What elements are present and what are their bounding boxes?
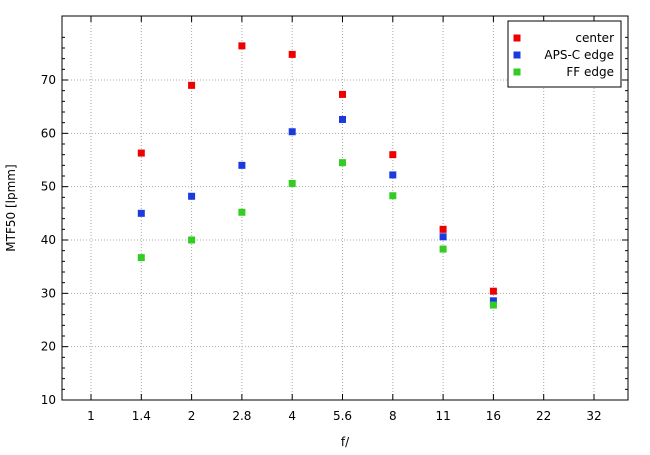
data-point [238, 161, 246, 169]
data-point [188, 236, 196, 244]
data-point [188, 81, 196, 89]
legend-label: FF edge [566, 65, 614, 79]
axis-ticks [62, 15, 628, 401]
x-tick-label: 5.6 [333, 409, 352, 423]
legend-marker [513, 51, 521, 59]
legend-box [507, 20, 622, 88]
data-point [489, 287, 497, 295]
series-ff-edge [137, 159, 497, 309]
legend-label: APS-C edge [544, 48, 614, 62]
tick-labels: 1 1.4 2 2.8 4 5.6 8 11 16 22 32 10 20 30 40 50 60 70 [41, 73, 602, 423]
data-points [137, 42, 497, 309]
x-tick-label: 16 [486, 409, 501, 423]
y-tick-label: 50 [41, 180, 56, 194]
data-point [339, 90, 346, 98]
legend: center APS-C edge FF edge [507, 20, 622, 88]
data-point [238, 208, 246, 216]
y-tick-label: 70 [41, 73, 56, 87]
data-point [137, 209, 145, 217]
x-tick-label: 32 [586, 409, 601, 423]
legend-label: center [575, 31, 614, 45]
legend-marker [513, 68, 521, 76]
data-point [439, 225, 447, 233]
data-point [489, 301, 497, 309]
series-aps-c-edge [137, 115, 497, 305]
series-center [137, 42, 497, 295]
data-point [288, 50, 296, 58]
x-tick-label: 22 [536, 409, 551, 423]
data-point [339, 159, 346, 167]
data-point [137, 254, 145, 262]
y-tick-label: 40 [41, 233, 56, 247]
x-axis-label: f/ [341, 435, 350, 449]
x-tick-label: 2.8 [232, 409, 251, 423]
legend-items: center APS-C edge FF edge [513, 31, 614, 79]
data-point [137, 149, 145, 157]
y-tick-label: 10 [41, 393, 56, 407]
data-point [389, 171, 397, 179]
data-point [489, 297, 497, 305]
data-point [238, 42, 246, 50]
x-tick-label: 11 [435, 409, 450, 423]
data-point [439, 245, 447, 253]
y-tick-label: 20 [41, 340, 56, 354]
legend-marker [513, 34, 521, 42]
x-tick-label: 1 [87, 409, 95, 423]
y-tick-label: 30 [41, 286, 56, 300]
data-point [288, 179, 296, 187]
x-tick-label: 8 [389, 409, 397, 423]
data-point [389, 151, 397, 159]
grid-lines [62, 16, 628, 401]
data-point [439, 233, 447, 241]
y-axis-label: MTF50 [lpmm] [4, 164, 18, 251]
x-tick-label: 4 [288, 409, 296, 423]
y-tick-label: 60 [41, 126, 56, 140]
x-tick-label: 1.4 [132, 409, 151, 423]
data-point [339, 115, 346, 123]
x-tick-label: 2 [188, 409, 196, 423]
data-point [288, 128, 296, 136]
data-point [188, 192, 196, 200]
data-point [389, 192, 397, 200]
